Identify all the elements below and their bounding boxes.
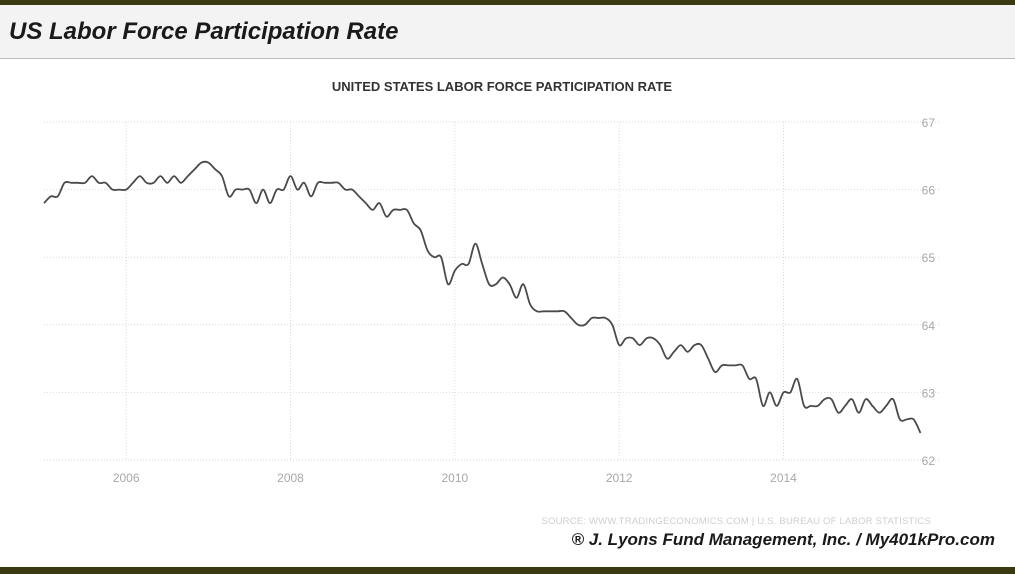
- chart-source-note: SOURCE: WWW.TRADINGECONOMICS.COM | U.S. …: [541, 516, 931, 527]
- header-banner: US Labor Force Participation Rate: [0, 5, 1015, 59]
- copyright-notice: ® J. Lyons Fund Management, Inc. / My401…: [571, 530, 995, 549]
- page-title: US Labor Force Participation Rate: [9, 18, 399, 45]
- line-chart: UNITED STATES LABOR FORCE PARTICIPATION …: [43, 79, 941, 527]
- x-tick-label: 2010: [441, 471, 468, 485]
- y-tick-label: 67: [922, 116, 936, 130]
- y-tick-label: 66: [922, 184, 936, 198]
- y-tick-label: 65: [922, 251, 936, 265]
- participation-rate-line: [43, 160, 922, 434]
- x-tick-label: 2014: [770, 471, 797, 485]
- y-tick-label: 63: [922, 386, 936, 400]
- chart-series: [43, 160, 922, 434]
- x-tick-label: 2008: [277, 471, 304, 485]
- y-tick-label: 62: [922, 454, 936, 468]
- top-border-bar: [0, 0, 1015, 5]
- x-tick-label: 2006: [113, 471, 140, 485]
- y-tick-label: 64: [922, 319, 936, 333]
- x-axis-ticks: 2006 2008 2010 2012 2014: [113, 471, 797, 485]
- bottom-border-bar: [0, 567, 1015, 574]
- chart-grid: [44, 121, 941, 461]
- y-axis-ticks: 62 63 64 65 66 67: [922, 116, 936, 468]
- chart-title: UNITED STATES LABOR FORCE PARTICIPATION …: [332, 79, 672, 94]
- x-tick-label: 2012: [606, 471, 633, 485]
